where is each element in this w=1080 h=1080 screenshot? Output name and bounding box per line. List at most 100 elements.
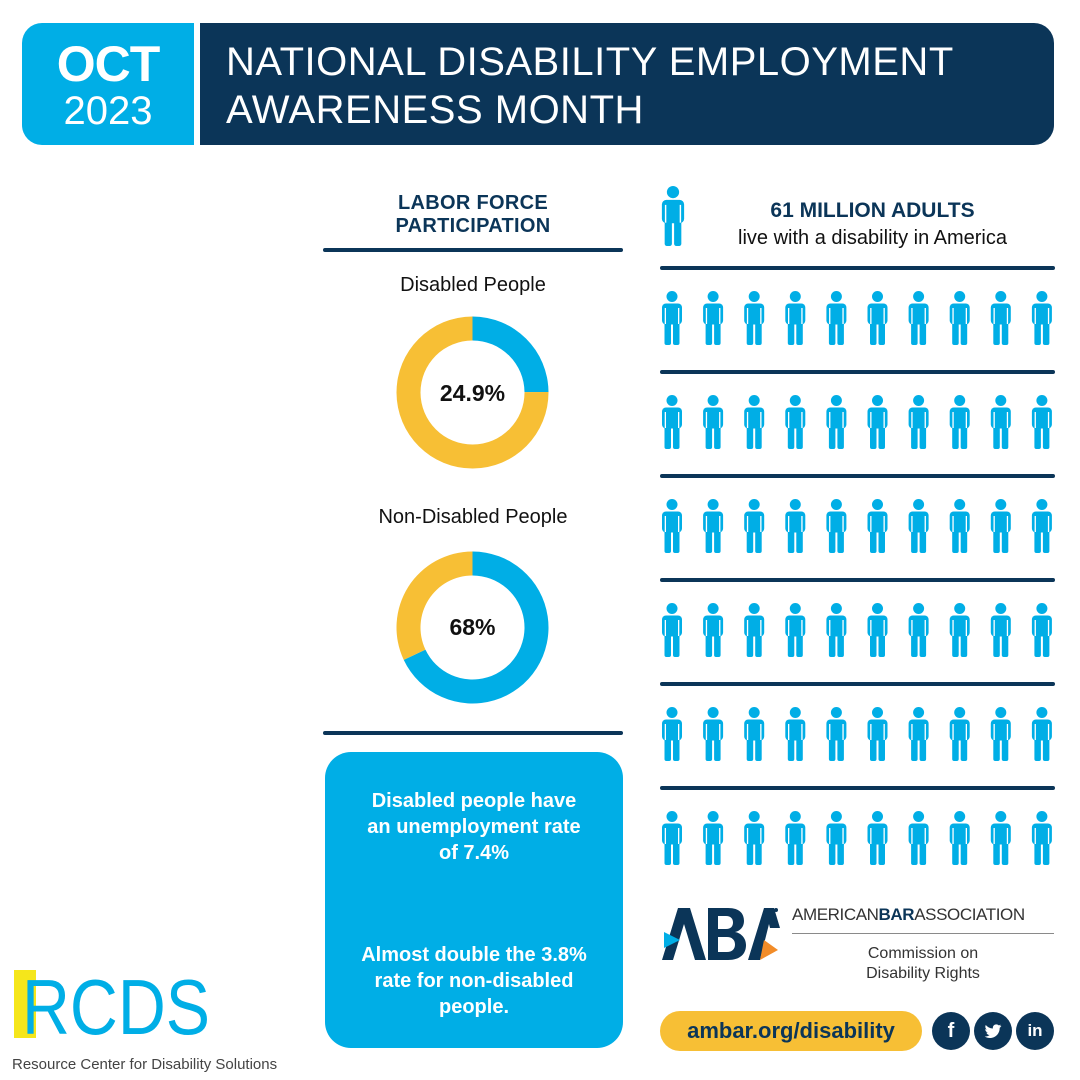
person-icon xyxy=(867,603,888,657)
aba-logo-icon xyxy=(662,908,780,960)
comparison-text: Almost double the 3.8% rate for non-disa… xyxy=(361,944,587,1018)
row-divider xyxy=(660,786,1055,790)
population-subtext: live with a disability in America xyxy=(738,227,1007,249)
labor-force-heading-line-1: LABOR FORCE xyxy=(398,192,548,214)
person-icon xyxy=(1031,395,1052,449)
divider xyxy=(323,248,623,252)
rcds-logo-text: RCDS xyxy=(22,970,210,1038)
person-icon xyxy=(949,395,970,449)
aba-name-bold: BAR xyxy=(878,905,915,924)
person-icon xyxy=(826,395,847,449)
row-divider xyxy=(660,266,1055,270)
person-icon xyxy=(908,291,929,345)
page-title-line-2: AWARENESS MONTH xyxy=(226,88,644,132)
disabled-people-label: Disabled People xyxy=(400,274,546,296)
person-icon xyxy=(949,291,970,345)
disabled-participation-donut xyxy=(396,316,549,469)
title-banner: NATIONAL DISABILITY EMPLOYMENT AWARENESS… xyxy=(200,23,1054,145)
person-icon xyxy=(703,395,724,449)
person-icon xyxy=(744,707,765,761)
aba-commission-line-2: Disability Rights xyxy=(866,965,980,982)
person-icon xyxy=(744,603,765,657)
divider xyxy=(323,731,623,735)
person-icon xyxy=(949,707,970,761)
twitter-bird-icon xyxy=(984,1024,1002,1038)
row-divider xyxy=(660,474,1055,478)
aba-divider xyxy=(792,933,1054,934)
person-icon xyxy=(990,395,1011,449)
unemployment-rate-text: Disabled people have an unemployment rat… xyxy=(367,790,581,864)
person-icon xyxy=(826,291,847,345)
person-icon xyxy=(703,499,724,553)
person-icon xyxy=(990,499,1011,553)
facebook-icon[interactable]: f xyxy=(932,1012,970,1050)
person-icon xyxy=(703,291,724,345)
person-icon xyxy=(703,707,724,761)
donut-slice-not-participating xyxy=(396,551,473,660)
person-icon xyxy=(785,603,806,657)
person-icon xyxy=(826,811,847,865)
population-icon-grid xyxy=(660,266,1055,865)
person-icon xyxy=(826,707,847,761)
row-divider xyxy=(660,578,1055,582)
person-icon xyxy=(990,811,1011,865)
website-link[interactable]: ambar.org/disability xyxy=(660,1011,922,1051)
person-icon xyxy=(949,811,970,865)
person-icon xyxy=(1031,291,1052,345)
person-icon xyxy=(662,707,682,761)
non-disabled-participation-value: 68% xyxy=(449,614,496,640)
person-icon xyxy=(867,499,888,553)
donut-slice-participating xyxy=(403,551,549,704)
person-icon xyxy=(661,186,685,246)
person-icon xyxy=(744,395,765,449)
year-label: 2023 xyxy=(63,89,153,133)
person-icon xyxy=(908,395,929,449)
disabled-participation-value: 24.9% xyxy=(439,380,506,406)
row-divider xyxy=(660,682,1055,686)
person-icon xyxy=(703,811,724,865)
person-icon xyxy=(1031,499,1052,553)
person-icon xyxy=(867,395,888,449)
person-icon xyxy=(662,395,682,449)
person-icon xyxy=(908,707,929,761)
rcds-logo-accent xyxy=(14,970,36,1038)
labor-force-heading: LABOR FORCE PARTICIPATION xyxy=(323,192,623,238)
person-icon xyxy=(908,603,929,657)
person-icon xyxy=(662,499,682,553)
person-icon xyxy=(867,291,888,345)
linkedin-icon[interactable]: in xyxy=(1016,1012,1054,1050)
person-icon xyxy=(744,291,765,345)
person-icon xyxy=(1031,603,1052,657)
person-icon xyxy=(785,707,806,761)
person-icon xyxy=(703,603,724,657)
month-label: OCT xyxy=(56,36,161,92)
person-icon xyxy=(990,707,1011,761)
person-icon xyxy=(662,811,682,865)
donut-slice-participating xyxy=(472,316,549,393)
person-icon xyxy=(908,811,929,865)
donut-slice-not-participating xyxy=(396,316,549,469)
person-icon xyxy=(1031,707,1052,761)
person-icon xyxy=(867,811,888,865)
population-headline: 61 MILLION ADULTS xyxy=(770,199,975,222)
aba-organization-name: AMERICANBARASSOCIATION xyxy=(792,905,1056,925)
person-icon xyxy=(908,499,929,553)
aba-commission-line-1: Commission on xyxy=(867,945,979,962)
row-divider xyxy=(660,370,1055,374)
person-icon xyxy=(867,707,888,761)
non-disabled-participation-donut xyxy=(396,551,549,704)
person-icon xyxy=(785,811,806,865)
person-icon xyxy=(990,291,1011,345)
person-icon xyxy=(826,499,847,553)
person-icon xyxy=(826,603,847,657)
person-icon xyxy=(990,603,1011,657)
labor-force-heading-line-2: PARTICIPATION xyxy=(395,215,551,237)
person-icon xyxy=(662,603,682,657)
non-disabled-people-label: Non-Disabled People xyxy=(378,506,568,528)
rcds-logo: RCDS xyxy=(14,970,210,1038)
unemployment-callout: Disabled people have an unemployment rat… xyxy=(325,752,623,1048)
person-icon xyxy=(662,291,682,345)
person-icon xyxy=(744,499,765,553)
person-icon xyxy=(949,499,970,553)
twitter-icon[interactable] xyxy=(974,1012,1012,1050)
